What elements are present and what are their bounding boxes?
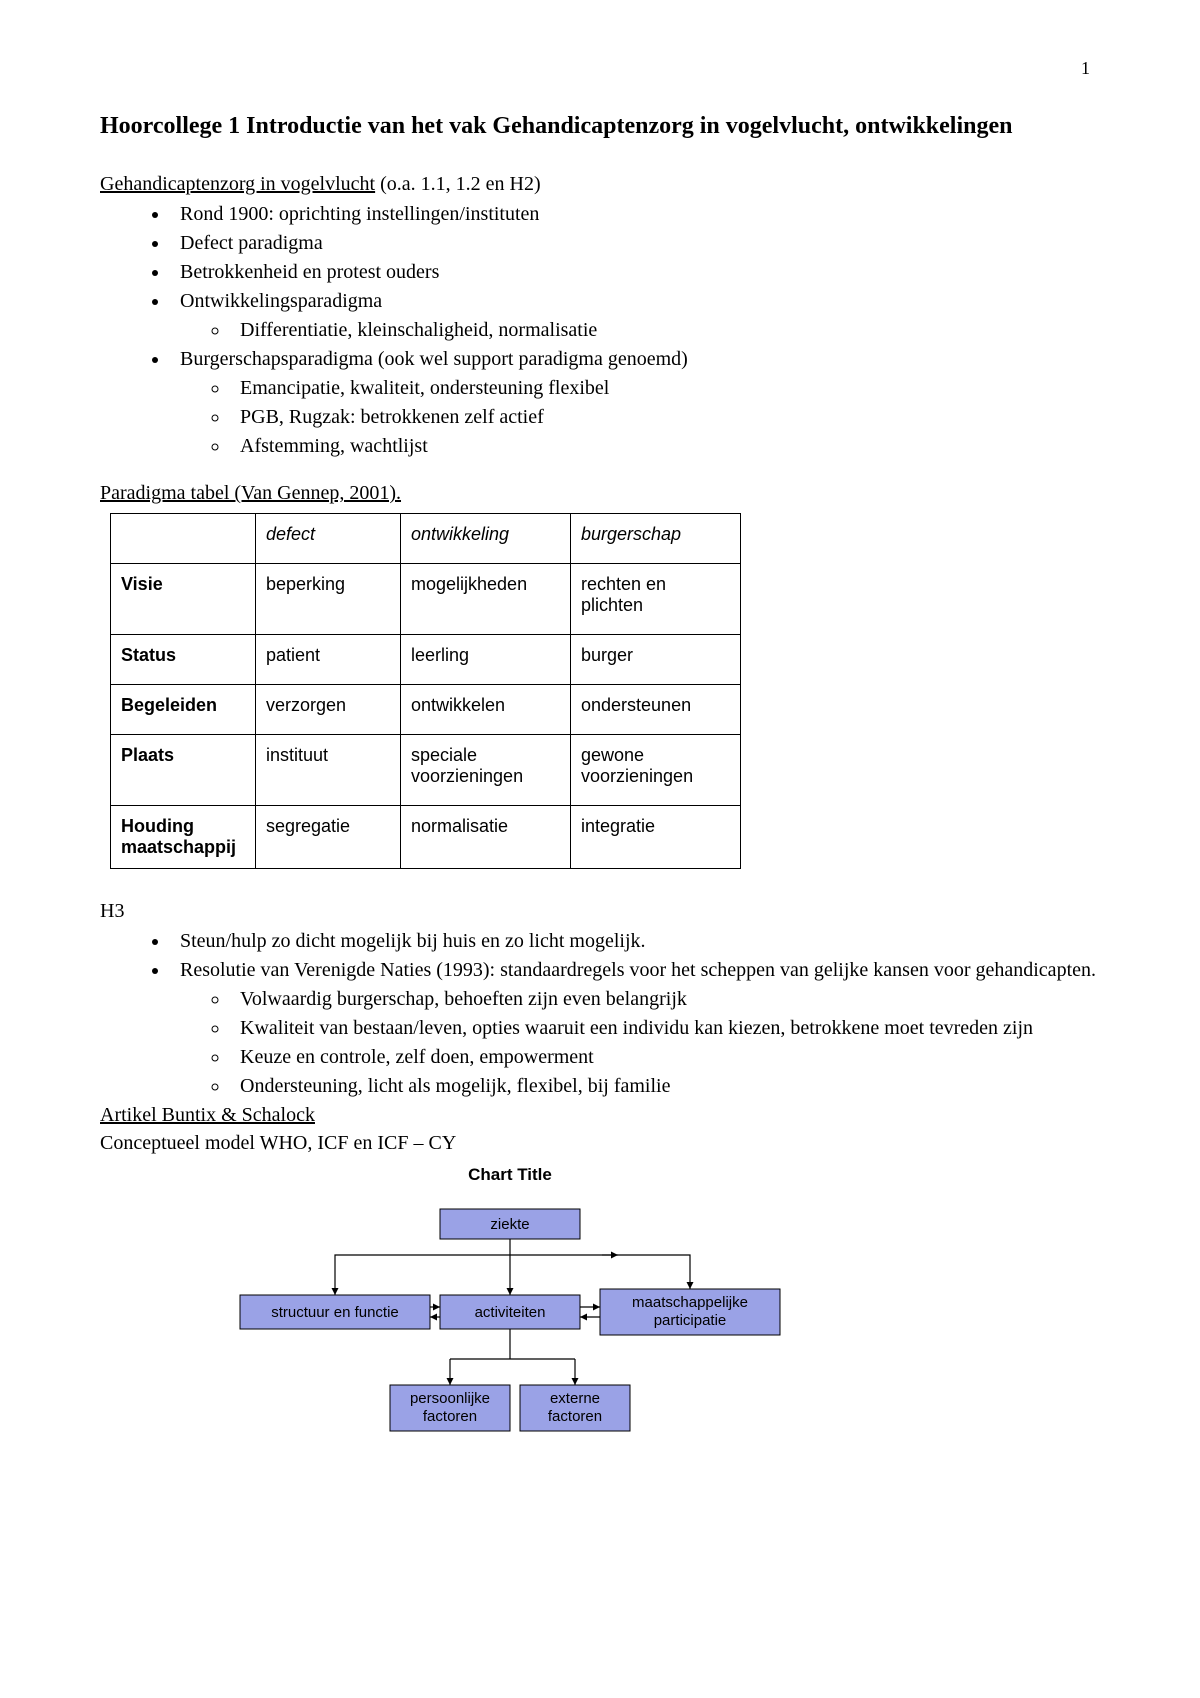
list-item: Burgerschapsparadigma (ook wel support p… <box>170 345 1100 461</box>
node-label: participatie <box>654 1312 727 1329</box>
table-header-cell: burgerschap <box>571 514 741 564</box>
table-cell: ondersteunen <box>571 685 741 735</box>
page-title: Hoorcollege 1 Introductie van het vak Ge… <box>100 110 1100 142</box>
table-cell: burger <box>571 635 741 685</box>
table-row: Houding maatschappij segregatie normalis… <box>111 806 741 869</box>
table-cell: Plaats <box>111 735 256 806</box>
list-item: Keuze en controle, zelf doen, empowermen… <box>230 1043 1100 1072</box>
table-header-cell: ontwikkeling <box>401 514 571 564</box>
paradigma-table: defect ontwikkeling burgerschap Visie be… <box>110 513 741 869</box>
node-label: factoren <box>548 1408 602 1425</box>
h3-label: H3 <box>100 897 1100 925</box>
document-page: 1 Hoorcollege 1 Introductie van het vak … <box>0 0 1200 1519</box>
section-heading-1: Gehandicaptenzorg in vogelvlucht (o.a. 1… <box>100 170 1100 198</box>
bullet-list-2: Steun/hulp zo dicht mogelijk bij huis en… <box>100 927 1100 1101</box>
list-item: Defect paradigma <box>170 229 1100 258</box>
article-line: Conceptueel model WHO, ICF en ICF – CY <box>100 1129 1100 1157</box>
chart-svg: ziekte structuur en functie activiteiten… <box>230 1199 790 1459</box>
section-heading-underline: Gehandicaptenzorg in vogelvlucht <box>100 173 375 195</box>
list-item: Differentiatie, kleinschaligheid, normal… <box>230 316 1100 345</box>
table-cell: beperking <box>256 564 401 635</box>
section-heading-paren: (o.a. 1.1, 1.2 en H2) <box>375 173 541 195</box>
sublist: Emancipatie, kwaliteit, ondersteuning fl… <box>180 374 1100 461</box>
list-item: Steun/hulp zo dicht mogelijk bij huis en… <box>170 927 1100 956</box>
table-cell: instituut <box>256 735 401 806</box>
table-cell: gewone voorzieningen <box>571 735 741 806</box>
list-item: Ontwikkelingsparadigma Differentiatie, k… <box>170 287 1100 345</box>
table-cell: verzorgen <box>256 685 401 735</box>
list-item: PGB, Rugzak: betrokkenen zelf actief <box>230 403 1100 432</box>
list-item: Emancipatie, kwaliteit, ondersteuning fl… <box>230 374 1100 403</box>
table-header-cell <box>111 514 256 564</box>
list-item-label: Burgerschapsparadigma (ook wel support p… <box>180 348 688 370</box>
node-label: ziekte <box>490 1216 529 1233</box>
table-cell: Begeleiden <box>111 685 256 735</box>
node-label: activiteiten <box>475 1304 546 1321</box>
list-item: Resolutie van Verenigde Naties (1993): s… <box>170 956 1100 1101</box>
table-cell: normalisatie <box>401 806 571 869</box>
list-item: Kwaliteit van bestaan/leven, opties waar… <box>230 1014 1100 1043</box>
node-label: structuur en functie <box>271 1304 399 1321</box>
list-item: Betrokkenheid en protest ouders <box>170 258 1100 287</box>
node-label: externe <box>550 1390 600 1407</box>
list-item: Afstemming, wachtlijst <box>230 432 1100 461</box>
icf-chart: Chart Title <box>230 1165 790 1459</box>
table-header-cell: defect <box>256 514 401 564</box>
table-cell: Status <box>111 635 256 685</box>
table-row: Status patient leerling burger <box>111 635 741 685</box>
article-heading: Artikel Buntix & Schalock <box>100 1101 1100 1129</box>
list-item: Volwaardig burgerschap, behoeften zijn e… <box>230 985 1100 1014</box>
table-cell: segregatie <box>256 806 401 869</box>
table-cell: ontwikkelen <box>401 685 571 735</box>
chart-title: Chart Title <box>230 1165 790 1185</box>
page-number: 1 <box>1081 58 1090 79</box>
node-label: persoonlijke <box>410 1390 490 1407</box>
bullet-list-1: Rond 1900: oprichting instellingen/insti… <box>100 200 1100 461</box>
table-row: Begeleiden verzorgen ontwikkelen onderst… <box>111 685 741 735</box>
table-caption: Paradigma tabel (Van Gennep, 2001). <box>100 479 1100 507</box>
node-label: factoren <box>423 1408 477 1425</box>
table-row: Plaats instituut speciale voorzieningen … <box>111 735 741 806</box>
node-label: maatschappelijke <box>632 1294 748 1311</box>
table-row: Visie beperking mogelijkheden rechten en… <box>111 564 741 635</box>
table-cell: patient <box>256 635 401 685</box>
sublist: Volwaardig burgerschap, behoeften zijn e… <box>180 985 1100 1101</box>
list-item: Ondersteuning, licht als mogelijk, flexi… <box>230 1072 1100 1101</box>
table-cell: leerling <box>401 635 571 685</box>
list-item: Rond 1900: oprichting instellingen/insti… <box>170 200 1100 229</box>
table-cell: integratie <box>571 806 741 869</box>
table-cell: Houding maatschappij <box>111 806 256 869</box>
table-cell: speciale voorzieningen <box>401 735 571 806</box>
table-cell: Visie <box>111 564 256 635</box>
table-cell: rechten en plichten <box>571 564 741 635</box>
table-row: defect ontwikkeling burgerschap <box>111 514 741 564</box>
sublist: Differentiatie, kleinschaligheid, normal… <box>180 316 1100 345</box>
table-cell: mogelijkheden <box>401 564 571 635</box>
list-item-label: Resolutie van Verenigde Naties (1993): s… <box>180 959 1096 981</box>
list-item-label: Ontwikkelingsparadigma <box>180 290 382 312</box>
